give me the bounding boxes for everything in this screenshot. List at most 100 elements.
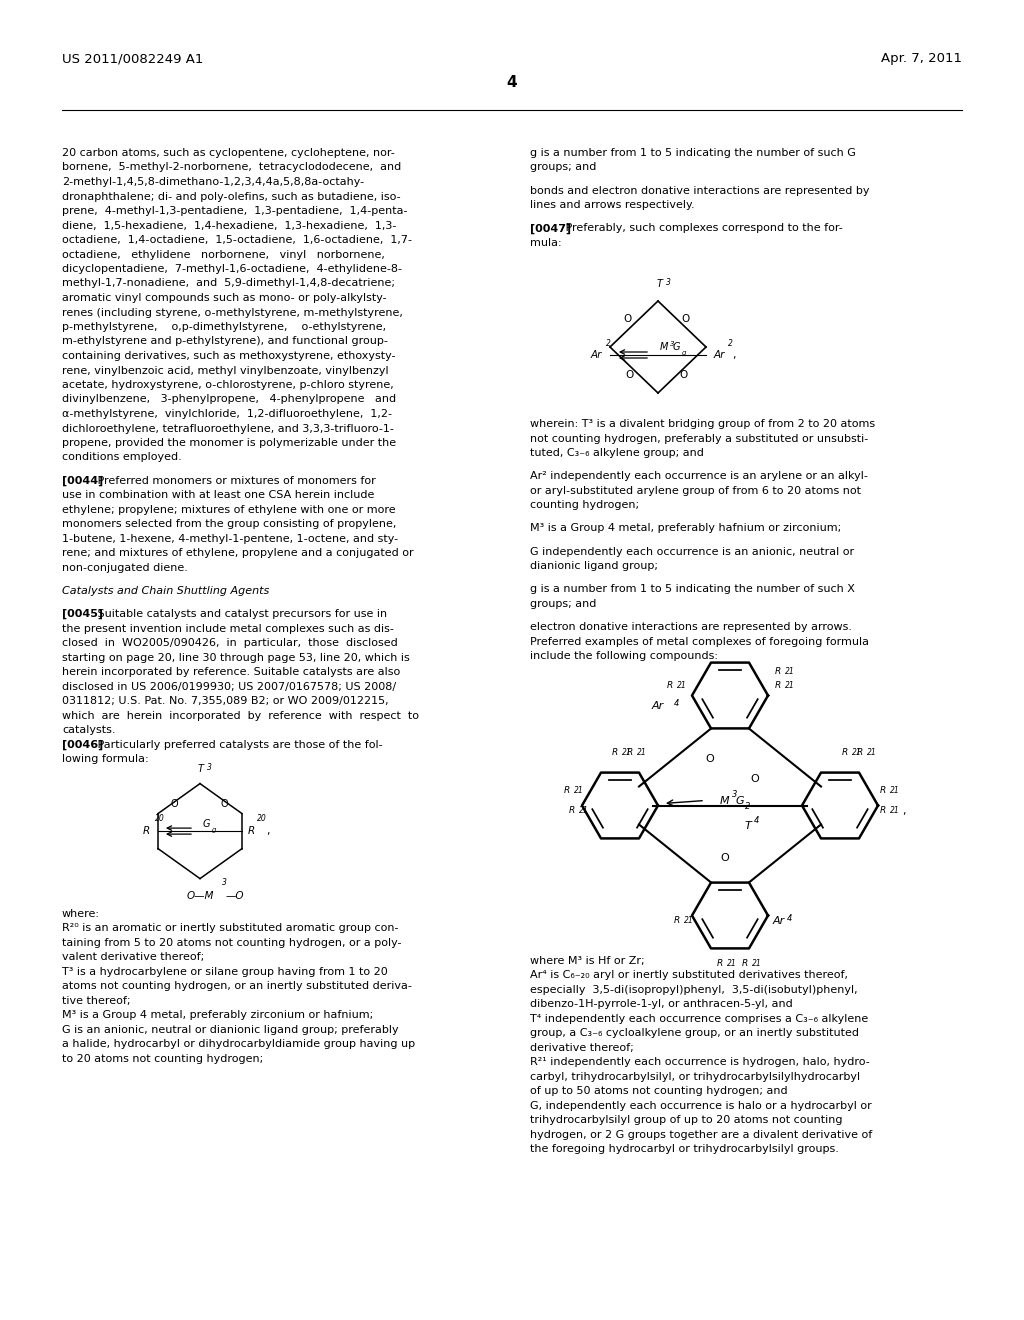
Text: G independently each occurrence is an anionic, neutral or: G independently each occurrence is an an… [530,546,854,557]
Text: 21: 21 [867,747,877,756]
Text: renes (including styrene, o-methylstyrene, m-methylstyrene,: renes (including styrene, o-methylstyren… [62,308,402,318]
Text: Suitable catalysts and catalyst precursors for use in: Suitable catalysts and catalyst precurso… [87,609,387,619]
Text: Apr. 7, 2011: Apr. 7, 2011 [881,51,962,65]
Text: Ar: Ar [651,701,664,710]
Text: R: R [627,748,633,756]
Text: group, a C₃₋₆ cycloalkylene group, or an inertly substituted: group, a C₃₋₆ cycloalkylene group, or an… [530,1028,859,1038]
Text: 4: 4 [787,913,793,923]
Text: acetate, hydroxystyrene, o-chlorostyrene, p-chloro styrene,: acetate, hydroxystyrene, o-chlorostyrene… [62,380,394,389]
Text: 4: 4 [674,698,679,708]
Text: 2: 2 [606,339,611,348]
Text: R²⁰ is an aromatic or inertly substituted aromatic group con-: R²⁰ is an aromatic or inertly substitute… [62,923,398,933]
Text: tuted, C₃₋₆ alkylene group; and: tuted, C₃₋₆ alkylene group; and [530,447,703,458]
Text: a halide, hydrocarbyl or dihydrocarbyldiamide group having up: a halide, hydrocarbyl or dihydrocarbyldi… [62,1039,415,1049]
Text: O: O [624,314,632,323]
Text: G: G [203,820,211,829]
Text: ,: , [732,350,735,360]
Text: derivative thereof;: derivative thereof; [530,1043,634,1052]
Text: O: O [706,754,715,763]
Text: R²¹ independently each occurrence is hydrogen, halo, hydro-: R²¹ independently each occurrence is hyd… [530,1057,869,1067]
Text: G: G [735,796,743,805]
Text: to 20 atoms not counting hydrogen;: to 20 atoms not counting hydrogen; [62,1053,263,1064]
Text: 4: 4 [754,816,760,825]
Text: use in combination with at least one CSA herein include: use in combination with at least one CSA… [62,490,375,500]
Text: rene, vinylbenzoic acid, methyl vinylbenzoate, vinylbenzyl: rene, vinylbenzoic acid, methyl vinylben… [62,366,389,375]
Text: R: R [248,826,255,836]
Text: 2-methyl-1,4,5,8-dimethano-1,2,3,4,4a,5,8,8a-octahy-: 2-methyl-1,4,5,8-dimethano-1,2,3,4,4a,5,… [62,177,365,187]
Text: 4: 4 [507,75,517,90]
Text: non-conjugated diene.: non-conjugated diene. [62,562,187,573]
Text: R: R [880,785,886,795]
Text: R: R [612,748,618,756]
Text: T: T [198,763,204,774]
Text: lines and arrows respectively.: lines and arrows respectively. [530,201,694,210]
Text: m-ethylstyrene and p-ethylstyrene), and functional group-: m-ethylstyrene and p-ethylstyrene), and … [62,337,388,346]
Text: ,: , [902,805,905,816]
Text: R: R [674,916,680,925]
Text: especially  3,5-di(isopropyl)phenyl,  3,5-di(isobutyl)phenyl,: especially 3,5-di(isopropyl)phenyl, 3,5-… [530,985,858,994]
Text: ,: , [266,826,269,836]
Text: octadiene,   ethylidene   norbornene,   vinyl   norbornene,: octadiene, ethylidene norbornene, vinyl … [62,249,385,260]
Text: [0044]: [0044] [62,475,103,486]
Text: wherein: T³ is a divalent bridging group of from 2 to 20 atoms: wherein: T³ is a divalent bridging group… [530,418,876,429]
Text: g is a number from 1 to 5 indicating the number of such X: g is a number from 1 to 5 indicating the… [530,585,855,594]
Text: the foregoing hydrocarbyl or trihydrocarbylsilyl groups.: the foregoing hydrocarbyl or trihydrocar… [530,1144,839,1154]
Text: Preferred monomers or mixtures of monomers for: Preferred monomers or mixtures of monome… [87,475,376,486]
Text: 2: 2 [728,339,733,348]
Text: 21: 21 [785,667,795,676]
Text: R: R [775,667,781,676]
Text: O: O [721,853,729,862]
Text: rene; and mixtures of ethylene, propylene and a conjugated or: rene; and mixtures of ethylene, propylen… [62,548,414,558]
Text: dronaphthalene; di- and poly-olefins, such as butadiene, iso-: dronaphthalene; di- and poly-olefins, su… [62,191,400,202]
Text: R: R [564,785,570,795]
Text: R: R [857,748,863,756]
Text: 3: 3 [207,763,212,772]
Text: 3: 3 [670,341,675,347]
Text: diene,  1,5-hexadiene,  1,4-hexadiene,  1,3-hexadiene,  1,3-: diene, 1,5-hexadiene, 1,4-hexadiene, 1,3… [62,220,396,231]
Text: Ar² independently each occurrence is an arylene or an alkyl-: Ar² independently each occurrence is an … [530,471,868,482]
Text: 3: 3 [222,878,227,887]
Text: O: O [680,370,688,380]
Text: starting on page 20, line 30 through page 53, line 20, which is: starting on page 20, line 30 through pag… [62,652,410,663]
Text: [0047]: [0047] [530,223,571,234]
Text: 21: 21 [752,958,762,968]
Text: where M³ is Hf or Zr;: where M³ is Hf or Zr; [530,956,645,965]
Text: octadiene,  1,4-octadiene,  1,5-octadiene,  1,6-octadiene,  1,7-: octadiene, 1,4-octadiene, 1,5-octadiene,… [62,235,412,246]
Text: methyl-1,7-nonadiene,  and  5,9-dimethyl-1,4,8-decatriene;: methyl-1,7-nonadiene, and 5,9-dimethyl-1… [62,279,395,289]
Text: T³ is a hydrocarbylene or silane group having from 1 to 20: T³ is a hydrocarbylene or silane group h… [62,966,388,977]
Text: G, independently each occurrence is halo or a hydrocarbyl or: G, independently each occurrence is halo… [530,1101,871,1110]
Text: closed  in  WO2005/090426,  in  particular,  those  disclosed: closed in WO2005/090426, in particular, … [62,638,397,648]
Text: bonds and electron donative interactions are represented by: bonds and electron donative interactions… [530,186,869,195]
Text: R: R [569,807,575,814]
Text: 21: 21 [579,805,589,814]
Text: R: R [142,826,150,836]
Text: M³ is a Group 4 metal, preferably zirconium or hafnium;: M³ is a Group 4 metal, preferably zircon… [62,1010,374,1020]
Text: g: g [682,350,686,356]
Text: hydrogen, or 2 G groups together are a divalent derivative of: hydrogen, or 2 G groups together are a d… [530,1130,872,1139]
Text: α-methylstyrene,  vinylchloride,  1,2-difluoroethylene,  1,2-: α-methylstyrene, vinylchloride, 1,2-difl… [62,409,392,418]
Text: O: O [626,370,634,380]
Text: R: R [842,748,848,756]
Text: T: T [657,279,663,289]
Text: carbyl, trihydrocarbylsilyl, or trihydrocarbylsilylhydrocarbyl: carbyl, trihydrocarbylsilyl, or trihydro… [530,1072,860,1081]
Text: Catalysts and Chain Shuttling Agents: Catalysts and Chain Shuttling Agents [62,586,269,595]
Text: [0046]: [0046] [62,739,103,750]
Text: —O: —O [226,891,245,900]
Text: dichloroethylene, tetrafluoroethylene, and 3,3,3-trifluoro-1-: dichloroethylene, tetrafluoroethylene, a… [62,424,394,433]
Text: mula:: mula: [530,238,561,248]
Text: O: O [751,774,760,784]
Text: O: O [170,799,178,809]
Text: Ar: Ar [773,916,785,925]
Text: catalysts.: catalysts. [62,725,116,735]
Text: R: R [717,960,723,968]
Text: 3: 3 [732,789,737,799]
Text: 21: 21 [785,681,795,689]
Text: include the following compounds:: include the following compounds: [530,651,718,661]
Text: R: R [741,960,749,968]
Text: 21: 21 [727,958,736,968]
Text: Ar: Ar [591,350,602,360]
Text: Ar: Ar [714,350,725,360]
Text: propene, provided the monomer is polymerizable under the: propene, provided the monomer is polymer… [62,438,396,447]
Text: Preferred examples of metal complexes of foregoing formula: Preferred examples of metal complexes of… [530,636,869,647]
Text: O—M: O—M [186,891,214,900]
